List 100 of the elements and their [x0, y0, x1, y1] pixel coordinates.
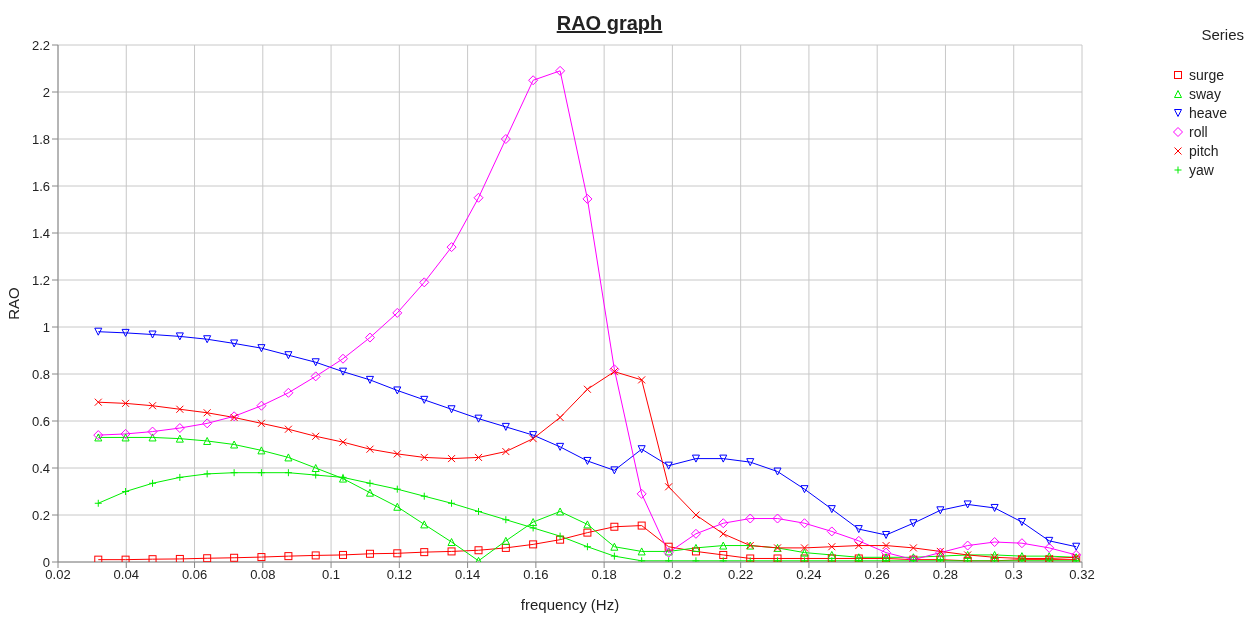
point	[365, 375, 374, 384]
point	[800, 548, 809, 557]
point	[501, 543, 510, 552]
point	[121, 555, 130, 562]
point	[637, 445, 646, 454]
point	[1017, 518, 1026, 527]
point	[365, 479, 374, 488]
point	[175, 554, 184, 562]
point	[583, 542, 592, 551]
x-tick-label: 0.16	[523, 567, 549, 583]
point	[854, 525, 863, 534]
point	[230, 468, 239, 477]
point	[120, 428, 131, 439]
point	[1072, 542, 1081, 551]
point	[500, 134, 511, 144]
point	[121, 328, 130, 337]
point	[447, 405, 456, 414]
point	[664, 461, 673, 470]
point	[745, 513, 756, 524]
x-tick-label: 0.32	[1069, 567, 1095, 583]
point	[962, 540, 973, 551]
x-tick-label: 0.26	[864, 567, 890, 583]
x-tick-label: 0.12	[386, 567, 412, 583]
point	[447, 547, 456, 556]
legend-label: heave	[1189, 104, 1228, 121]
point	[827, 505, 836, 514]
point	[1016, 538, 1027, 549]
point	[691, 547, 700, 556]
point	[963, 500, 972, 509]
y-tick-label: 1	[42, 319, 50, 335]
x-tick-label: 0.06	[181, 567, 208, 583]
point	[610, 522, 619, 531]
point	[338, 353, 349, 364]
point	[257, 344, 266, 353]
point	[230, 440, 239, 449]
chart-title: RAO graph	[555, 12, 664, 35]
point	[121, 433, 130, 442]
point	[175, 332, 184, 341]
point	[501, 536, 510, 545]
point	[718, 518, 729, 529]
point	[447, 499, 456, 508]
point	[800, 485, 809, 494]
point	[94, 327, 103, 336]
point	[1044, 542, 1055, 553]
point	[175, 473, 184, 482]
point	[392, 307, 403, 318]
point	[691, 454, 700, 463]
x-tick-label: 0.22	[728, 567, 754, 583]
point	[719, 541, 728, 550]
point	[203, 554, 212, 562]
point	[94, 499, 103, 508]
point	[257, 468, 266, 477]
point	[529, 540, 538, 549]
y-tick-label: 1.2	[31, 272, 50, 288]
point	[203, 436, 212, 445]
point	[419, 277, 430, 288]
point	[909, 519, 918, 528]
point	[1071, 549, 1082, 560]
point	[175, 434, 184, 443]
point	[393, 485, 402, 494]
legend-title: Series	[1200, 26, 1244, 43]
point	[719, 454, 728, 463]
legend-label: sway	[1189, 85, 1221, 102]
point	[936, 506, 945, 515]
point	[556, 442, 565, 451]
point	[636, 488, 647, 499]
point	[202, 418, 213, 429]
point	[990, 503, 999, 512]
point	[501, 515, 510, 524]
point	[746, 458, 755, 467]
point	[256, 400, 267, 411]
point	[719, 550, 728, 559]
point	[147, 426, 158, 437]
point	[799, 518, 810, 529]
point	[446, 242, 457, 253]
point	[882, 530, 891, 539]
y-tick-label: 0	[42, 554, 50, 570]
point	[257, 446, 266, 455]
point	[610, 466, 619, 475]
x-tick-label: 0.24	[796, 567, 822, 583]
point	[284, 468, 293, 477]
point	[474, 414, 483, 423]
x-axis-title: frequency (Hz)	[520, 596, 620, 613]
point	[637, 521, 646, 530]
point	[420, 548, 429, 557]
x-tick-label: 0.04	[113, 567, 139, 583]
point	[148, 433, 157, 442]
point	[691, 543, 700, 552]
point	[420, 520, 429, 529]
point	[827, 550, 836, 559]
point	[529, 523, 538, 532]
point	[393, 549, 402, 558]
point	[583, 456, 592, 465]
point	[582, 193, 593, 204]
point	[284, 351, 293, 360]
y-tick-label: 2.2	[31, 37, 50, 53]
point	[826, 526, 837, 537]
y-tick-label: 0.8	[31, 366, 50, 382]
point	[583, 520, 592, 529]
y-tick-label: 0.2	[31, 507, 50, 523]
